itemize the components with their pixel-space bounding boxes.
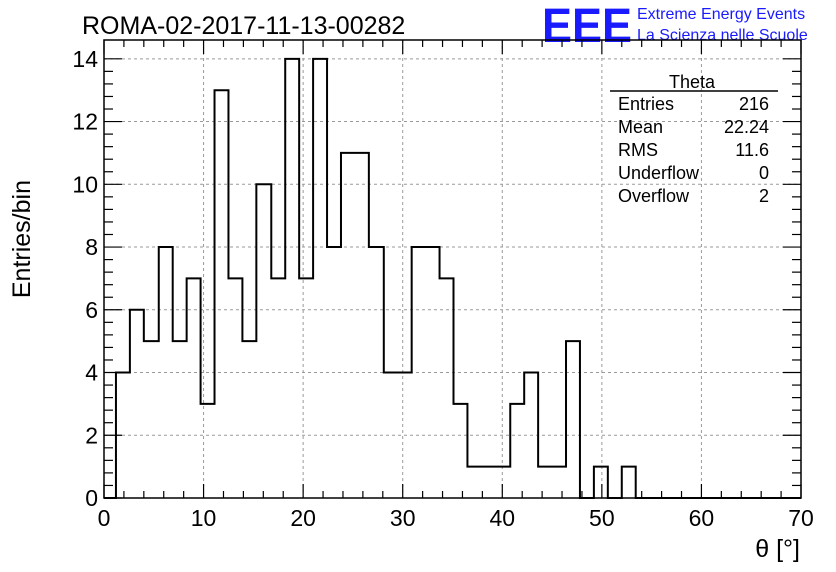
histogram-bin: [369, 247, 384, 498]
stats-row-value: 216: [739, 94, 769, 114]
histogram-bin: [159, 247, 173, 498]
histogram-bin: [256, 184, 271, 498]
histogram-bin: [173, 341, 187, 498]
x-tick-label: 40: [489, 505, 515, 531]
axes-frame: [103, 39, 802, 499]
eee-logo-line1: Extreme Energy Events: [637, 6, 805, 23]
histogram-bin: [355, 153, 369, 498]
stats-row-label: Overflow: [618, 186, 690, 206]
histogram-bin: [552, 467, 566, 498]
stats-row-value: 22.24: [724, 117, 769, 137]
y-tick-label: 8: [85, 234, 98, 260]
x-tick-label: 10: [191, 505, 217, 531]
stats-row-value: 11.6: [735, 140, 769, 160]
x-tick-label: 60: [689, 505, 715, 531]
histogram-bin: [187, 278, 201, 498]
histogram-bin: [341, 153, 355, 498]
stats-row-label: Underflow: [618, 163, 700, 183]
y-axis: 0 2 4 6 8 10 12 14: [72, 46, 801, 511]
run-title: ROMA-02-2017-11-13-00282: [82, 12, 405, 40]
histogram-bin: [426, 247, 440, 498]
histogram-bin: [271, 278, 285, 498]
histogram-bin: [481, 467, 495, 498]
stats-row-value: 0: [759, 163, 769, 183]
histogram-bin: [510, 404, 524, 498]
histogram-bin: [622, 467, 636, 498]
stats-row-label: Mean: [618, 117, 663, 137]
histogram-bin: [215, 90, 229, 498]
y-tick-label: 0: [85, 485, 98, 511]
histogram-bin: [242, 341, 256, 498]
histogram-bin: [384, 373, 398, 498]
y-tick-label: 10: [72, 171, 98, 197]
eee-logo-line2: La Scienza nelle Scuole: [637, 27, 808, 44]
stats-title: Theta: [669, 72, 716, 92]
histogram-bars: [104, 57, 801, 499]
x-tick-label: 50: [589, 505, 615, 531]
histogram-bin: [299, 278, 313, 498]
plot-frame: [103, 39, 802, 499]
histogram-bin: [144, 341, 159, 498]
histogram-bin: [398, 373, 412, 498]
y-tick-label: 12: [72, 109, 98, 135]
histogram-bin: [594, 467, 608, 498]
x-axis: 0 10 20 30 40 50 60 70: [98, 40, 814, 531]
histogram-bin: [130, 310, 144, 498]
eee-logo-mark: EEE: [542, 0, 632, 53]
histogram-bin: [467, 467, 481, 498]
x-tick-label: 70: [788, 505, 814, 531]
y-tick-label: 4: [85, 360, 98, 386]
histogram-bin: [566, 341, 580, 498]
x-tick-label: 0: [98, 505, 111, 531]
stats-box: Theta Entries 216 Mean 22.24 RMS 11.6 Underflo…: [610, 72, 778, 206]
stats-row-label: Entries: [618, 94, 674, 114]
histogram-outline: [104, 57, 801, 499]
y-axis-label: Entries/bin: [8, 180, 36, 298]
y-tick-label: 2: [85, 422, 98, 448]
x-tick-label: 20: [290, 505, 316, 531]
stats-row-value: 2: [759, 186, 769, 206]
histogram-bin: [201, 404, 215, 498]
histogram-bin: [453, 404, 467, 498]
histogram-bin: [440, 278, 454, 498]
stats-row-label: RMS: [618, 140, 658, 160]
histogram-bin: [313, 59, 327, 498]
histogram-bin: [228, 278, 242, 498]
histogram-bin: [327, 247, 341, 498]
x-axis-label: θ [°]: [755, 535, 800, 563]
y-tick-label: 6: [85, 297, 98, 323]
y-tick-label: 14: [72, 46, 98, 72]
histogram-bin: [538, 467, 552, 498]
histogram-bin: [524, 373, 538, 498]
histogram-bin: [412, 247, 426, 498]
x-tick-label: 30: [390, 505, 416, 531]
histogram-bin: [285, 59, 299, 498]
